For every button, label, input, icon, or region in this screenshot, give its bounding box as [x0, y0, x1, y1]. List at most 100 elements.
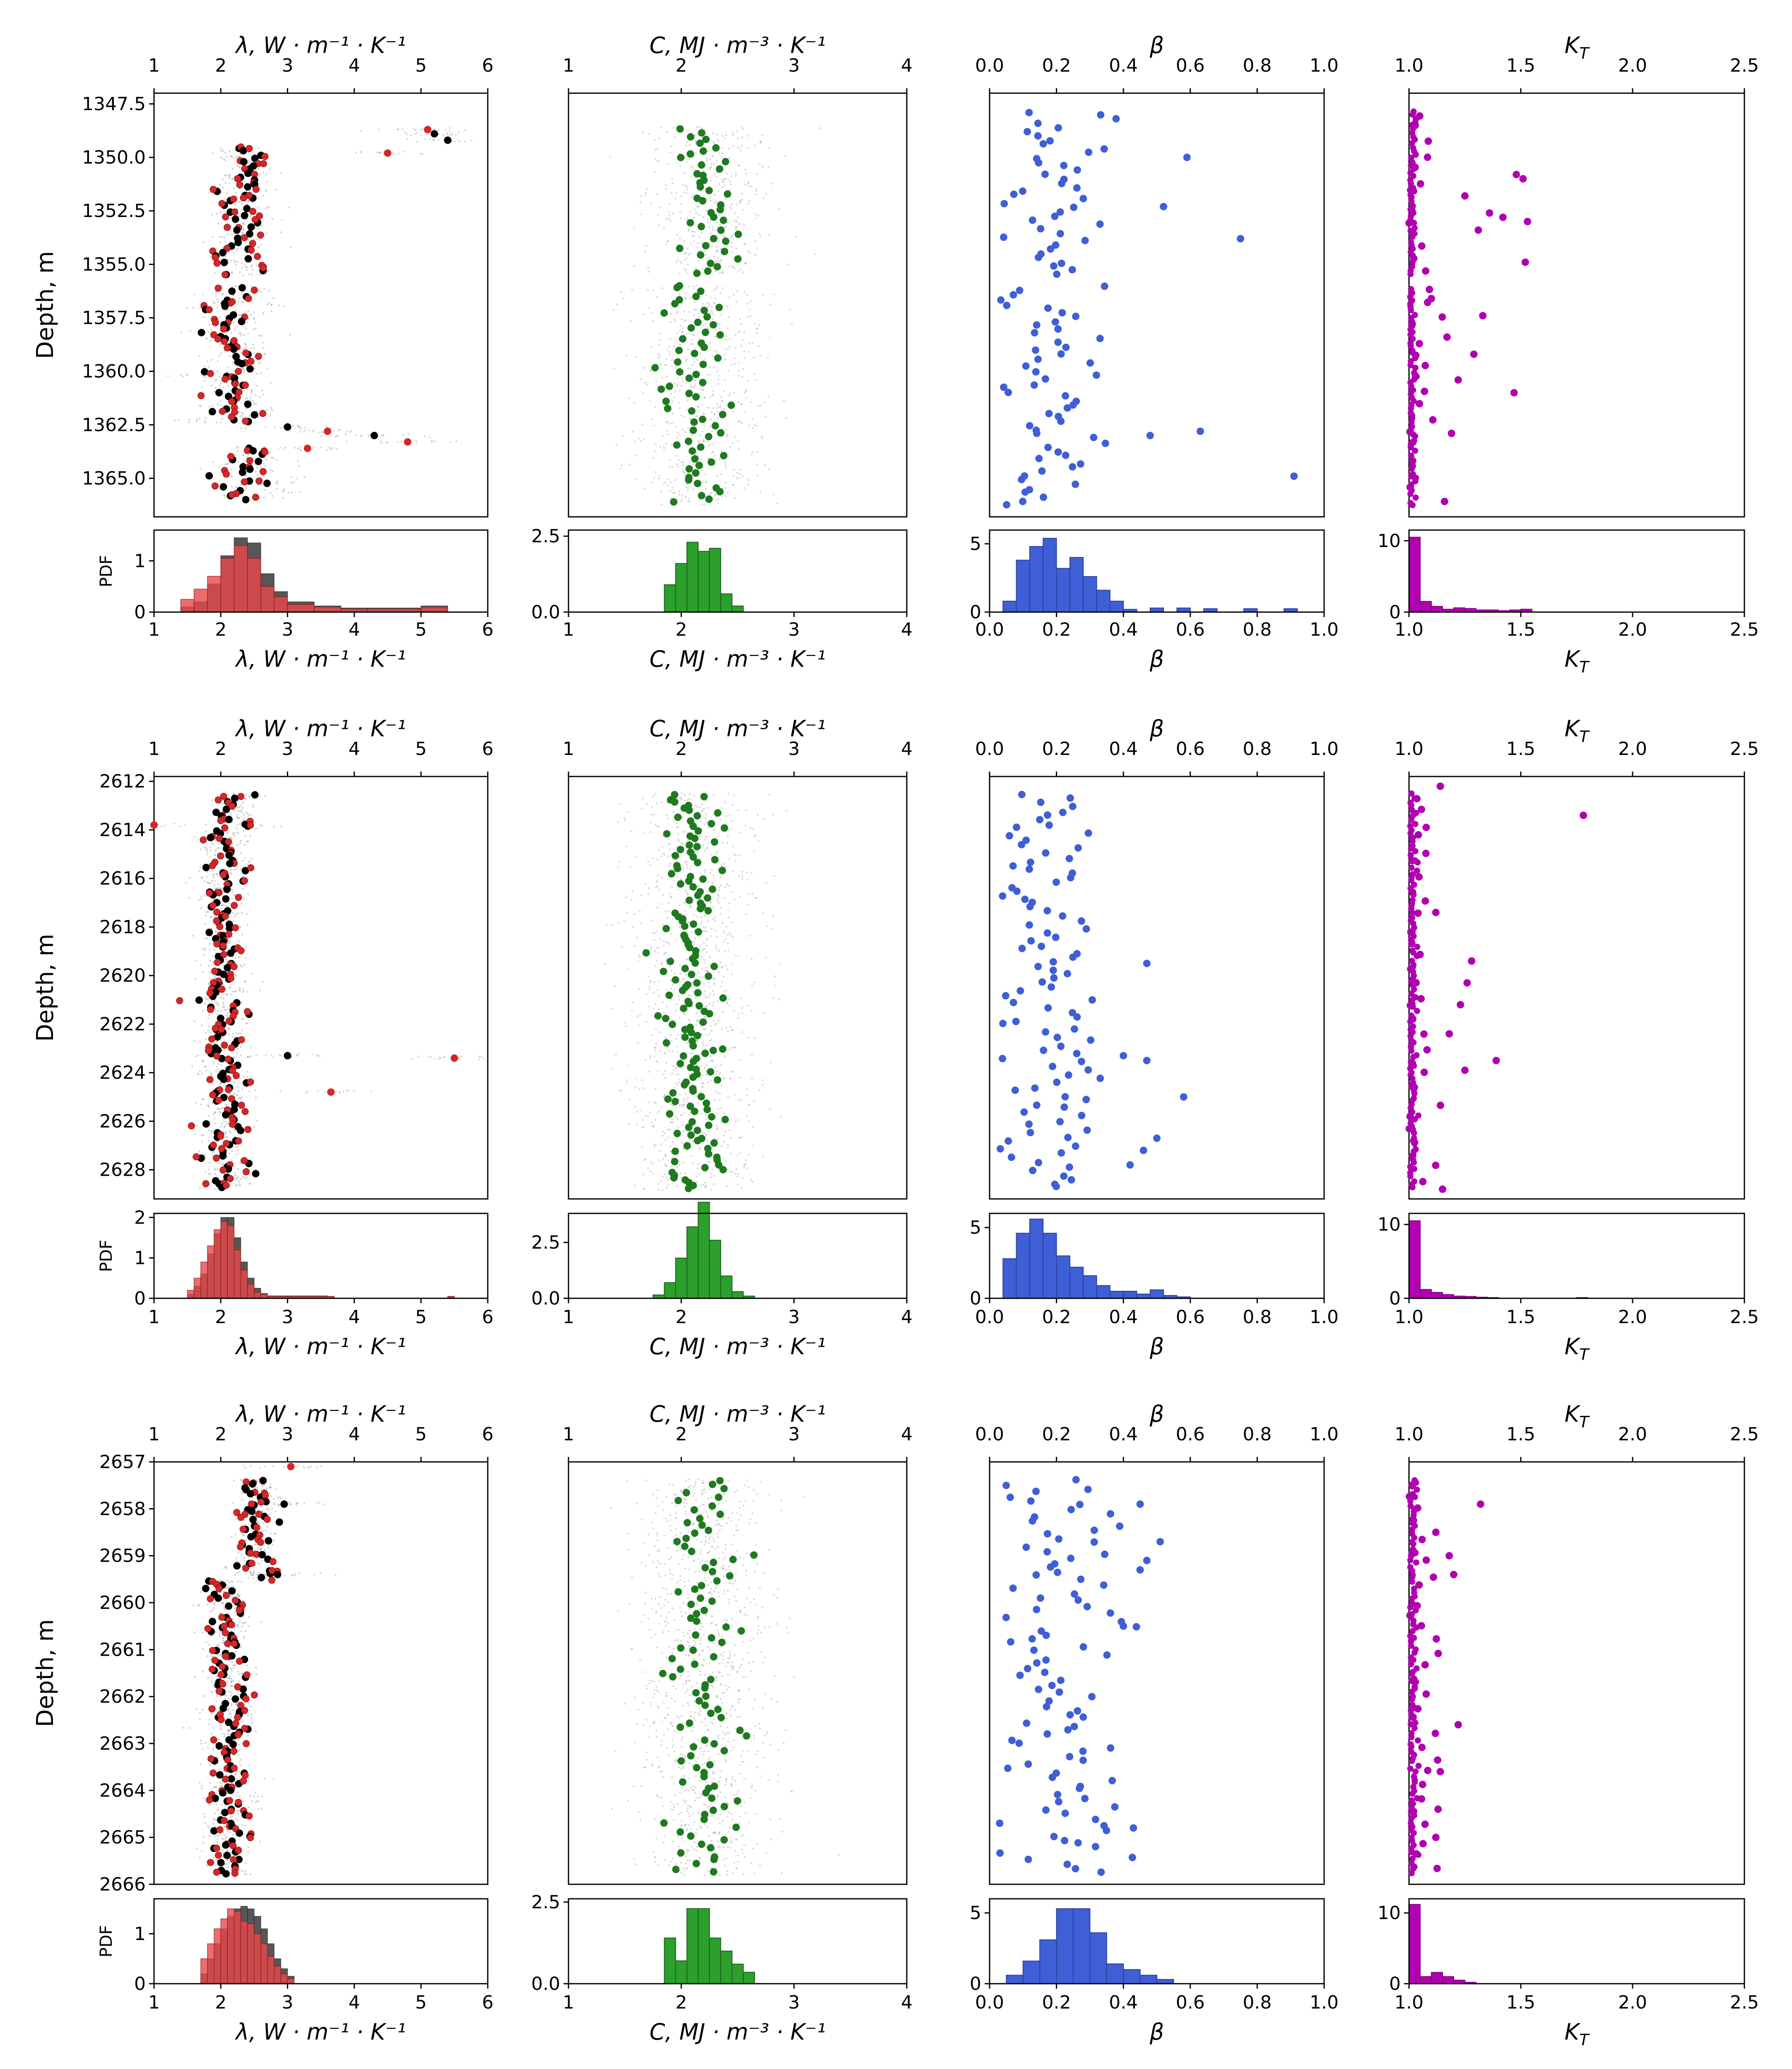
- capacity-cloud-point: [681, 798, 683, 800]
- capacity-cloud-point: [663, 227, 665, 230]
- capacity-cloud-point: [735, 219, 737, 222]
- lambda-cloud-point: [205, 914, 207, 916]
- kt-point: [1407, 362, 1414, 369]
- capacity-cloud-point: [686, 217, 689, 219]
- kt-point: [1423, 153, 1431, 161]
- lambda-cloud-point: [253, 352, 255, 354]
- capacity-cloud-point: [633, 913, 636, 915]
- lambda-cloud-point: [248, 860, 250, 863]
- capacity-cloud-point: [642, 1173, 644, 1175]
- lambda-measured-point: [213, 1052, 221, 1060]
- capacity-cloud-point: [743, 224, 745, 226]
- lambda-cloud-point: [199, 1187, 201, 1190]
- lambda-cloud-point: [236, 447, 238, 449]
- lambda-predicted-point: [241, 212, 248, 219]
- kt-point: [1412, 351, 1420, 359]
- capacity-cloud-point: [645, 1115, 647, 1117]
- lambda-cloud-point: [246, 388, 248, 391]
- depth-tick-label: 2622: [99, 1014, 146, 1035]
- lambda-cloud-point: [223, 351, 226, 353]
- capacity-cloud-point: [714, 929, 716, 932]
- lambda-cloud-point: [250, 1047, 252, 1049]
- capacity-point: [705, 433, 713, 441]
- capacity-point: [693, 812, 701, 820]
- capacity-cloud-point: [712, 228, 714, 231]
- lambda-cloud-point: [236, 858, 238, 860]
- kt-point: [1440, 497, 1448, 505]
- lambda-cloud-point: [385, 441, 387, 444]
- capacity-cloud-point: [694, 309, 696, 311]
- capacity-cloud-point: [685, 298, 687, 300]
- lambda-cloud-point: [236, 261, 238, 263]
- beta-hist-bar: [1109, 600, 1124, 613]
- lambda-cloud-point: [239, 201, 241, 203]
- capacity-cloud-point: [703, 959, 705, 961]
- capacity-cloud-point: [748, 1120, 750, 1122]
- capacity-cloud-point: [653, 1055, 656, 1057]
- capacity-cloud-point: [776, 502, 778, 504]
- capacity-point: [685, 390, 693, 398]
- lambda-cloud-point: [219, 802, 222, 805]
- lambda-cloud-point: [458, 140, 460, 142]
- capacity-cloud-point: [720, 1121, 723, 1124]
- lambda-cloud-point: [231, 486, 233, 488]
- capacity-cloud-point: [711, 312, 713, 314]
- lambda-hist-y-tick-label: 2: [134, 1207, 146, 1228]
- capacity-cloud-point: [788, 263, 790, 265]
- lambda-cloud-point: [243, 372, 246, 374]
- capacity-cloud-point: [705, 323, 707, 325]
- capacity-cloud-point: [719, 913, 722, 915]
- capacity-cloud-point: [701, 1132, 703, 1134]
- lambda-cloud-point: [336, 448, 338, 450]
- capacity-point: [720, 824, 728, 832]
- capacity-cloud-point: [763, 197, 765, 200]
- lambda-cloud-point: [360, 435, 362, 437]
- capacity-cloud-point: [688, 229, 690, 232]
- lambda-cloud-point: [317, 1090, 319, 1092]
- capacity-cloud-point: [731, 236, 733, 238]
- lambda-anomaly-point: [303, 444, 311, 452]
- lambda-hist-measured-bar: [200, 1261, 208, 1299]
- capacity-cloud-point: [767, 166, 770, 169]
- lambda-cloud-point: [236, 326, 238, 328]
- lambda-cloud-point: [360, 130, 362, 132]
- lambda-bottom-tick-label: 5: [415, 1307, 427, 1328]
- lambda-cloud-point: [246, 398, 248, 400]
- capacity-cloud-point: [657, 214, 659, 216]
- lambda-cloud-point: [456, 139, 459, 141]
- lambda-cloud-point: [230, 332, 232, 334]
- capacity-cloud-point: [755, 188, 757, 191]
- lambda-cloud-point: [332, 429, 335, 432]
- capacity-cloud-point: [666, 989, 668, 991]
- lambda-cloud-point: [296, 424, 299, 427]
- capacity-cloud-point: [756, 463, 758, 465]
- lambda-hist-measured-bar: [194, 588, 208, 613]
- capacity-cloud-point: [729, 206, 732, 208]
- lambda-cloud-point: [212, 1150, 214, 1153]
- capacity-cloud-point: [720, 259, 723, 261]
- capacity-cloud-point: [709, 342, 711, 344]
- capacity-cloud-point: [728, 1049, 730, 1051]
- capacity-cloud-point: [686, 867, 688, 869]
- lambda-cloud-point: [421, 153, 423, 155]
- capacity-cloud-point: [631, 890, 633, 892]
- capacity-cloud-point: [773, 293, 775, 296]
- lambda-cloud-point: [234, 1081, 236, 1083]
- lambda-cloud-point: [313, 447, 315, 449]
- capacity-cloud-point: [720, 450, 723, 452]
- capacity-cloud-point: [649, 399, 651, 401]
- beta-point: [1101, 282, 1108, 290]
- beta-point: [1044, 444, 1052, 451]
- capacity-cloud-point: [748, 424, 751, 427]
- capacity-cloud-point: [686, 399, 689, 401]
- capacity-point: [674, 865, 682, 873]
- lambda-predicted-point: [223, 885, 231, 893]
- lambda-cloud-point: [208, 1161, 211, 1164]
- capacity-cloud-point: [662, 435, 664, 437]
- lambda-cloud-point: [233, 1172, 236, 1174]
- lambda-cloud-point: [205, 1038, 207, 1040]
- capacity-cloud-point: [747, 893, 749, 895]
- lambda-cloud-point: [200, 405, 202, 408]
- capacity-cloud-point: [660, 903, 662, 905]
- lambda-cloud-point: [232, 912, 234, 914]
